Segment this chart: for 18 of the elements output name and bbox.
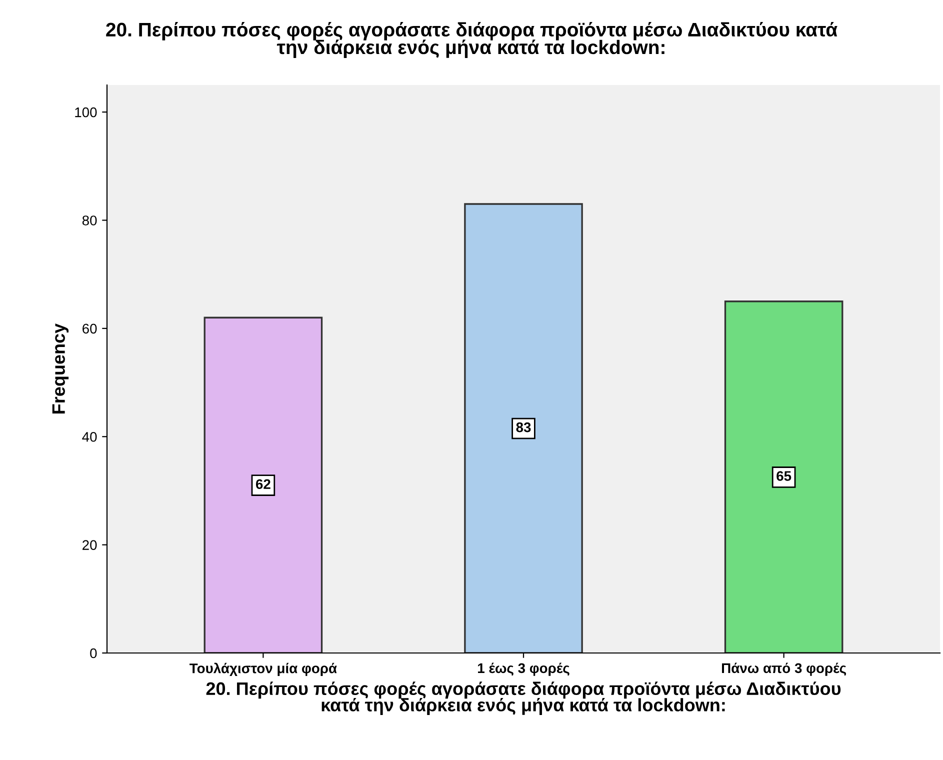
data-label: 83 — [516, 422, 531, 432]
chart-title: 20. Περίπου πόσες φορές αγοράσατε διάφορα προϊόντα μέσω Διαδικτύου κατά την διάρκεια ενός μήνα κατά τα lockdown: — [106, 22, 838, 58]
x-tick-label: Τουλάχιστον μία φορά — [190, 662, 337, 676]
y-tick-label: 80 — [82, 216, 97, 226]
x-axis-title: 20. Περίπου πόσες φορές αγοράσατε διάφορα προϊόντα μέσω Διαδικτύου κατά την διάρκεια ενός μήνα κατά τα lockdown: — [206, 682, 841, 716]
x-tick-label: 1 έως 3 φορές — [478, 662, 570, 676]
y-tick-label: 60 — [82, 324, 97, 334]
y-tick-label: 0 — [90, 648, 97, 658]
bar — [204, 316, 323, 653]
y-tick-label: 100 — [75, 107, 97, 118]
bar — [464, 203, 583, 653]
data-label: 62 — [256, 479, 270, 490]
data-label: 65 — [776, 471, 792, 481]
bar — [724, 300, 844, 653]
y-axis-title: Frequency — [52, 323, 69, 414]
y-tick-label: 40 — [82, 432, 97, 442]
x-tick-label: Πάνω από 3 φορές — [722, 662, 846, 676]
y-tick-label: 20 — [82, 540, 97, 550]
